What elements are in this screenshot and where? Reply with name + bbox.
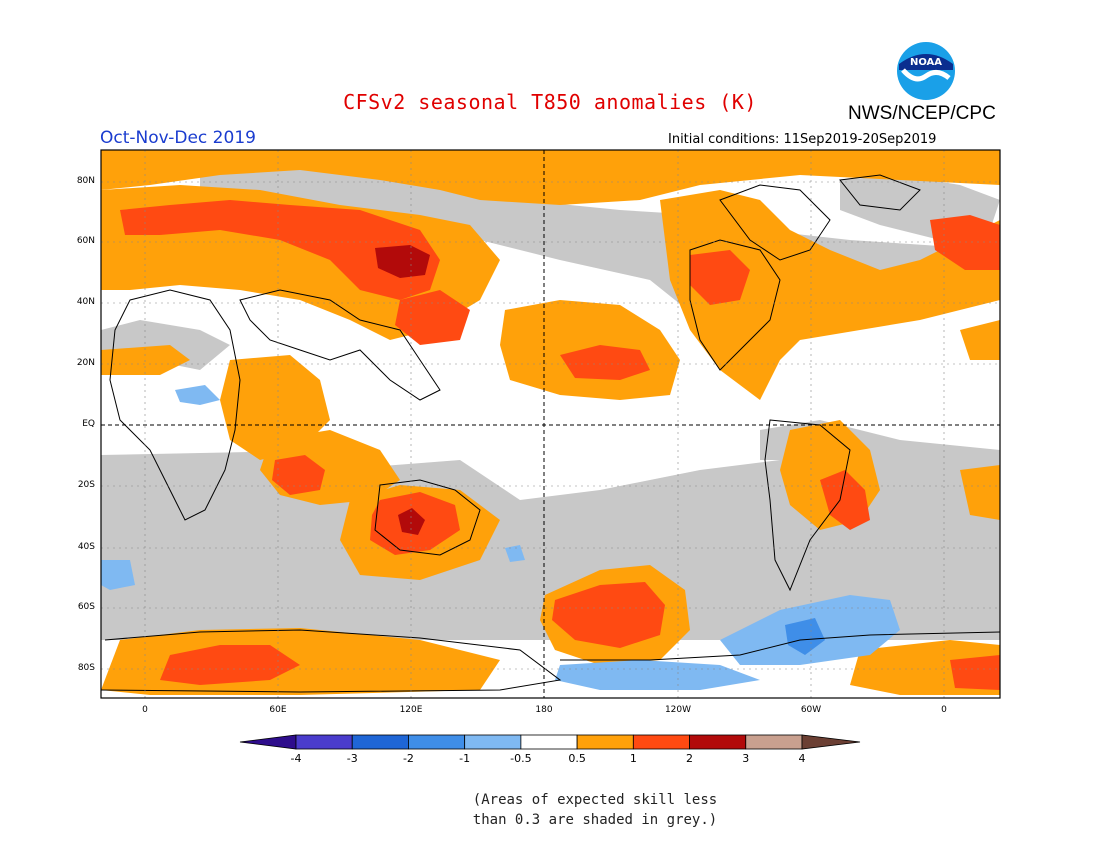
- colorbar-box: [408, 734, 466, 750]
- colorbar-tick-label: 2: [686, 752, 694, 765]
- noaa-logo: NOAA: [897, 42, 955, 100]
- colorbar-tick-label: -0.5: [510, 752, 532, 765]
- colorbar-tick-label: 4: [798, 752, 806, 765]
- skill-note-line1: (Areas of expected skill less: [472, 792, 718, 808]
- lat-label: 40S: [77, 542, 95, 552]
- lat-label: 60N: [76, 236, 95, 246]
- colorbar-tick-label: -4: [290, 752, 302, 765]
- lon-label: 180: [535, 705, 553, 715]
- agency-label: NWS/NCEP/CPC: [848, 103, 996, 124]
- map-title: CFSv2 seasonal T850 anomalies (K): [343, 90, 757, 114]
- anomaly-1-2-areas: [120, 200, 1000, 690]
- anomaly-shading: [101, 150, 1000, 698]
- lon-label: 0: [142, 705, 148, 715]
- coastlines: [101, 174, 1000, 693]
- colorbar-box: [520, 734, 578, 750]
- lat-lon-grid: [101, 150, 1000, 698]
- colorbar-min-arrow: [239, 734, 297, 750]
- lon-label: 60E: [269, 705, 287, 715]
- initial-conditions: Initial conditions: 11Sep2019-20Sep2019: [668, 132, 937, 147]
- colorbar-box: [576, 734, 634, 750]
- skill-note-line2: than 0.3 are shaded in grey.): [472, 812, 718, 828]
- colorbar-box: [632, 734, 690, 750]
- colorbar-box: [295, 734, 353, 750]
- colorbar: [239, 734, 861, 750]
- anomaly-minus1-areas: [785, 618, 825, 655]
- anomaly-2-3-areas: [375, 245, 430, 535]
- forecast-period: Oct-Nov-Dec 2019: [100, 128, 256, 148]
- colorbar-max-arrow: [801, 734, 861, 750]
- lat-label: 40N: [76, 297, 95, 307]
- lon-label: 120W: [664, 705, 692, 715]
- lat-label: EQ: [82, 419, 95, 429]
- lat-label: 80S: [77, 663, 95, 673]
- colorbar-tick-label: 3: [742, 752, 750, 765]
- lat-label: 60S: [77, 602, 95, 612]
- colorbar-box: [351, 734, 409, 750]
- colorbar-tick-label: 1: [629, 752, 637, 765]
- svg-text:NOAA: NOAA: [910, 57, 942, 68]
- map-frame: [100, 149, 1001, 699]
- lat-label: 20S: [77, 480, 95, 490]
- lon-label: 120E: [399, 705, 423, 715]
- colorbar-tick-label: 0.5: [568, 752, 586, 765]
- colorbar-tick-label: -1: [459, 752, 471, 765]
- colorbar-box: [745, 734, 803, 750]
- lat-label: 20N: [76, 358, 95, 368]
- colorbar-tick-label: -3: [346, 752, 358, 765]
- colorbar-tick-label: -2: [402, 752, 414, 765]
- lon-label: 60W: [800, 705, 822, 715]
- lon-label: 0: [941, 705, 947, 715]
- lat-label: 80N: [76, 176, 95, 186]
- colorbar-box: [689, 734, 747, 750]
- colorbar-box: [464, 734, 522, 750]
